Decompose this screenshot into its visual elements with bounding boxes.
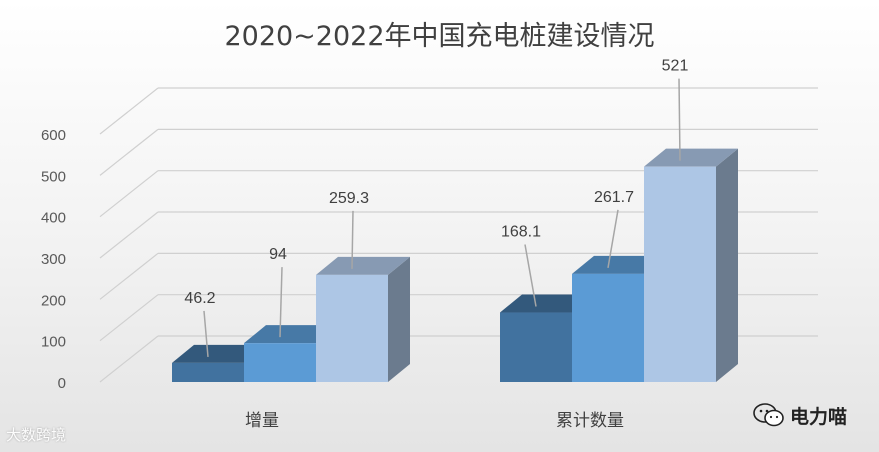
- y-tick-label: 0: [58, 375, 66, 392]
- bar-front: [172, 362, 244, 382]
- gridline-diagonal: [99, 170, 159, 218]
- leader-line: [203, 310, 209, 357]
- bar-top: [500, 294, 594, 313]
- bar-top: [572, 255, 666, 274]
- data-label: 168.1: [501, 224, 541, 241]
- bar-top: [644, 148, 738, 167]
- data-label: 521: [662, 58, 689, 75]
- bar-1-2: [644, 148, 738, 382]
- gridline-diagonal: [99, 252, 159, 300]
- gridline-diagonal: [99, 87, 159, 135]
- category-labels: 增量 累计数量: [245, 411, 624, 431]
- y-tick-label: 500: [41, 168, 66, 185]
- leader-line: [279, 267, 283, 338]
- bar-0-2: [316, 256, 410, 382]
- watermark-left: 大数跨境: [6, 426, 67, 444]
- y-axis-ticks: 0 100 200 300 400 500 600: [41, 127, 66, 392]
- y-tick-label: 400: [41, 210, 66, 227]
- wechat-icon: [753, 403, 784, 427]
- gridline-diagonal: [99, 211, 159, 259]
- gridline-diagonal: [99, 294, 159, 342]
- bar-side: [716, 148, 738, 382]
- data-label: 46.2: [184, 290, 215, 307]
- gridline-diagonal: [99, 128, 159, 176]
- bar-front: [572, 273, 644, 382]
- bar-front: [644, 166, 716, 382]
- y-tick-label: 600: [41, 127, 66, 144]
- bar-top: [316, 256, 410, 275]
- gridline-diagonal: [99, 335, 159, 383]
- bar-top: [172, 344, 266, 363]
- data-label: 259.3: [329, 190, 369, 207]
- category-label: 累计数量: [556, 411, 624, 431]
- bar-front: [500, 312, 572, 382]
- chart-title: 2020~2022年中国充电桩建设情况: [224, 21, 655, 52]
- leader-line: [351, 210, 354, 269]
- y-tick-label: 200: [41, 292, 66, 309]
- data-label-leaders: [203, 78, 681, 357]
- leader-line: [524, 244, 537, 307]
- y-tick-label: 300: [41, 251, 66, 268]
- category-label: 增量: [245, 411, 279, 431]
- leader-line: [607, 209, 619, 268]
- bar-front: [244, 343, 316, 382]
- bars: [172, 148, 738, 382]
- watermark-right: 电力喵: [790, 406, 848, 428]
- data-labels: 46.2 94 259.3 168.1 261.7 521: [184, 58, 688, 307]
- y-tick-label: 100: [41, 334, 66, 351]
- leader-line: [678, 78, 681, 161]
- data-label: 261.7: [594, 189, 634, 206]
- bar-front: [316, 274, 388, 382]
- bar-side: [388, 256, 410, 382]
- bar-top: [244, 325, 338, 344]
- data-label: 94: [269, 246, 287, 263]
